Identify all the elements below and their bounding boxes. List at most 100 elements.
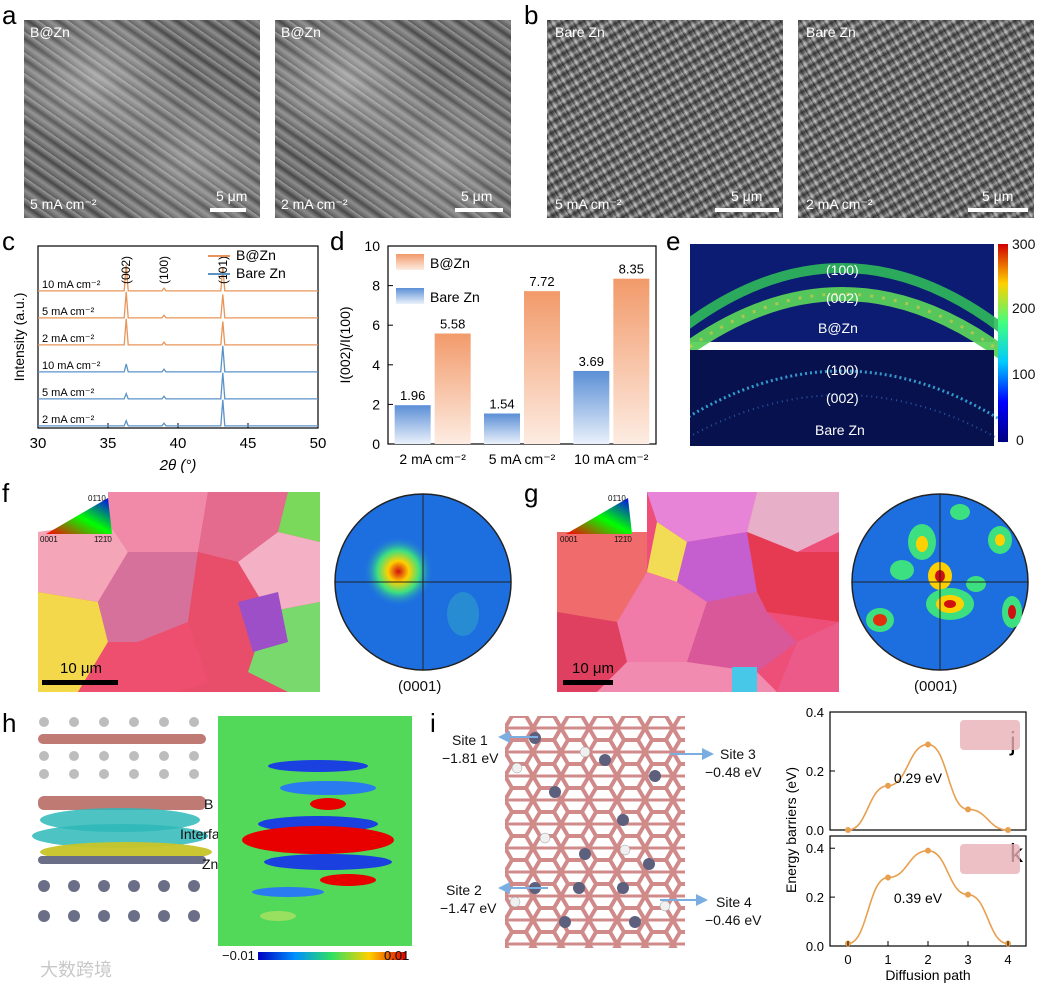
ipf-key-right: 1̄21̄0 bbox=[614, 535, 632, 544]
sem-scale-label: 5 μm bbox=[982, 188, 1014, 204]
bar bbox=[434, 333, 471, 444]
ipf-key-top: 01̄10 bbox=[88, 494, 106, 503]
x-tick-label: 0 bbox=[844, 952, 851, 967]
legend-label: Bare Zn bbox=[236, 265, 286, 281]
bar-value-label: 7.72 bbox=[529, 274, 554, 289]
site-4-energy: −0.46 eV bbox=[705, 912, 762, 928]
legend-swatch bbox=[396, 288, 424, 304]
xrd-series-line bbox=[38, 372, 318, 400]
scale-bar bbox=[42, 680, 118, 685]
y-tick-label: 0.0 bbox=[806, 939, 824, 954]
ipf-key-left: 0001 bbox=[40, 535, 58, 544]
scale-bar-label: 10 μm bbox=[60, 660, 102, 677]
x-tick-label: 50 bbox=[310, 435, 327, 452]
ring-label-100: (100) bbox=[826, 262, 859, 278]
category-label: 5 mA cm⁻² bbox=[489, 451, 556, 467]
x-tick-label: 40 bbox=[170, 435, 187, 452]
watermark: 大数跨境 bbox=[40, 960, 112, 980]
y-tick-label: 4 bbox=[372, 357, 380, 373]
ebsd-map-g bbox=[557, 492, 839, 692]
legend-label: B@Zn bbox=[236, 247, 276, 263]
xrd-series-line bbox=[38, 264, 318, 292]
ipf-key-left: 0001 bbox=[560, 535, 578, 544]
panel-label-i: i bbox=[430, 708, 436, 738]
site-3-name: Site 3 bbox=[720, 746, 756, 762]
zn-atoms bbox=[38, 880, 200, 922]
colorbar-tick: 300 bbox=[1012, 236, 1036, 252]
barrier-value-label: 0.39 eV bbox=[894, 890, 943, 906]
xrd-chart: 30 35 40 45 50 2θ (°) Intensity (a.u.) 10 mA cm… bbox=[11, 245, 327, 474]
data-point bbox=[1005, 827, 1011, 833]
bar bbox=[394, 405, 431, 444]
sem-title: Bare Zn bbox=[806, 24, 856, 40]
x-tick-label: 35 bbox=[100, 435, 117, 452]
sem-title: B@Zn bbox=[30, 24, 70, 40]
y-axis-label: Intensity (a.u.) bbox=[11, 293, 27, 382]
legend-swatch bbox=[396, 254, 424, 270]
ipf-key-g bbox=[566, 498, 632, 534]
bar bbox=[573, 370, 610, 444]
ring-100-bare bbox=[690, 369, 1005, 424]
xrd-series-line bbox=[38, 291, 318, 319]
site-1-name: Site 1 bbox=[452, 732, 488, 748]
label-b-layer: B bbox=[204, 796, 214, 812]
inset-structure bbox=[960, 844, 1020, 874]
interface-structure bbox=[32, 717, 212, 922]
series-label: 5 mA cm⁻² bbox=[42, 387, 95, 399]
panel-label-d: d bbox=[330, 226, 345, 256]
site-1-energy: −1.81 eV bbox=[442, 750, 499, 766]
xrd-2d-label-bzn: B@Zn bbox=[818, 320, 858, 336]
series-label: 10 mA cm⁻² bbox=[42, 279, 101, 291]
scale-bar bbox=[210, 208, 246, 212]
adsorption-lattice bbox=[505, 716, 685, 948]
scale-bar bbox=[455, 208, 503, 212]
intensity-ratio-chart: 0 2 4 6 8 10 I(002)/I(100) 2 mA cm⁻² 1.96 5.58 5 m… bbox=[337, 238, 657, 467]
scale-bar bbox=[968, 208, 1028, 212]
y-tick-label: 6 bbox=[372, 317, 380, 333]
ring-100-bzn bbox=[690, 263, 1008, 334]
data-point bbox=[925, 847, 931, 854]
site-2-energy: −1.47 eV bbox=[440, 900, 497, 916]
label-zn: Zn bbox=[202, 856, 219, 872]
bar bbox=[613, 278, 650, 444]
energy-barrier-charts: 0.0 0.2 0.4 0.29 eV 0.0 0.2 0.4 0.39 eV 0 1 2 3 4 Dif… bbox=[783, 705, 1027, 983]
xrd-series-line bbox=[38, 318, 318, 346]
x-tick-label: 1 bbox=[884, 952, 891, 967]
series-label: 5 mA cm⁻² bbox=[42, 306, 95, 318]
panel-label-b: b bbox=[524, 0, 539, 30]
series-label: 10 mA cm⁻² bbox=[42, 360, 101, 372]
y-tick-label: 0.2 bbox=[806, 764, 824, 779]
y-tick-label: 10 bbox=[364, 238, 380, 254]
site-3-energy: −0.48 eV bbox=[705, 764, 762, 780]
xrd-series-line bbox=[38, 345, 318, 373]
bar-value-label: 1.54 bbox=[489, 397, 514, 412]
ipf-key-top: 01̄10 bbox=[608, 494, 626, 503]
ipf-key-right: 1̄21̄0 bbox=[94, 535, 112, 544]
y-axis-label: I(002)/I(100) bbox=[337, 306, 353, 383]
y-tick-label: 0.2 bbox=[806, 890, 824, 905]
ring-label-002: (002) bbox=[826, 290, 859, 306]
bar-value-label: 8.35 bbox=[619, 262, 644, 277]
y-tick-label: 8 bbox=[372, 278, 380, 294]
series-label: 2 mA cm⁻² bbox=[42, 414, 95, 426]
data-point bbox=[965, 806, 971, 813]
ring-label-100: (100) bbox=[826, 362, 859, 378]
xrd-2d-images bbox=[690, 244, 1009, 446]
sem-current: 5 mA cm⁻² bbox=[555, 196, 622, 212]
x-tick-label: 4 bbox=[1004, 952, 1011, 967]
xrd-2d-bare bbox=[690, 350, 994, 446]
x-tick-label: 2 bbox=[924, 952, 931, 967]
scale-bar bbox=[715, 208, 779, 212]
data-point bbox=[885, 782, 891, 789]
colorbar-e bbox=[998, 244, 1008, 442]
y-tick-label: 0.4 bbox=[806, 705, 824, 720]
xrd-series-line bbox=[38, 399, 318, 427]
panel-label-h: h bbox=[2, 708, 17, 738]
plot-frame bbox=[387, 245, 657, 445]
x-axis-label: 2θ (°) bbox=[159, 457, 197, 474]
pole-figure-label: (0001) bbox=[398, 678, 442, 695]
bar bbox=[524, 291, 560, 444]
series-label: 2 mA cm⁻² bbox=[42, 333, 95, 345]
site-4-name: Site 4 bbox=[716, 894, 752, 910]
bar-value-label: 1.96 bbox=[400, 388, 425, 403]
